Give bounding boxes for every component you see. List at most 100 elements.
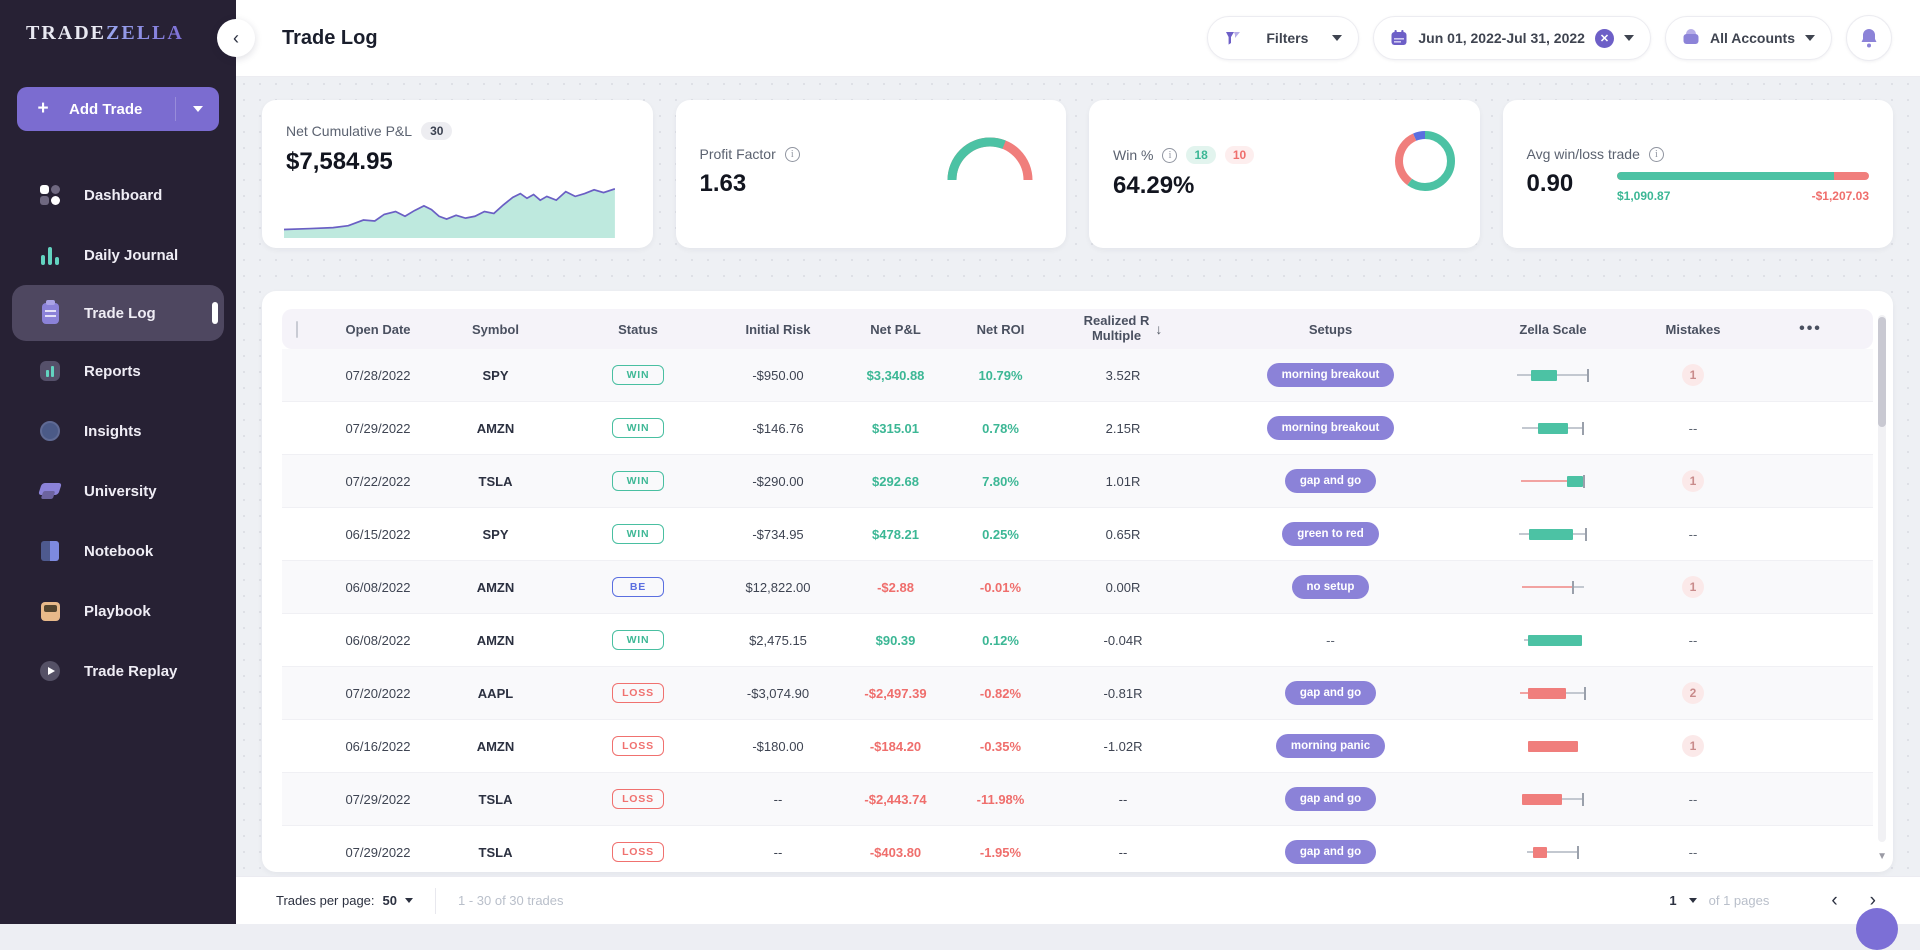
scrollbar-down-arrow[interactable]: ▼ (1877, 851, 1887, 862)
candle-tick (1577, 846, 1579, 859)
zella-scale-candle (1468, 846, 1638, 859)
candle-left-whisker (1521, 480, 1567, 482)
table-row[interactable]: 06/16/2022 AMZN LOSS -$180.00 -$184.20 -… (282, 720, 1873, 773)
table-row[interactable]: 07/29/2022 TSLA LOSS -- -$2,443.74 -11.9… (282, 773, 1873, 826)
table-row[interactable]: 07/29/2022 TSLA LOSS -- -$403.80 -1.95% … (282, 826, 1873, 872)
mistakes-badge: 1 (1682, 576, 1704, 598)
sidebar-item-notebook[interactable]: Notebook (0, 521, 236, 581)
per-page-value: 50 (383, 893, 397, 908)
info-icon[interactable]: i (1162, 148, 1177, 163)
sidebar-item-playbook[interactable]: Playbook (0, 581, 236, 641)
col-open-date[interactable]: Open Date (328, 322, 428, 337)
setup-tag[interactable]: no setup (1292, 575, 1370, 599)
current-page-value[interactable]: 1 (1669, 893, 1676, 908)
sidebar-item-label: Reports (84, 363, 141, 380)
table-row[interactable]: 07/22/2022 TSLA WIN -$290.00 $292.68 7.8… (282, 455, 1873, 508)
setup-tag[interactable]: morning panic (1276, 734, 1385, 758)
table-scrollbar[interactable] (1878, 315, 1886, 842)
candle-tick (1582, 793, 1584, 806)
prev-page-button[interactable]: ‹ (1821, 890, 1847, 912)
avg-win-loss-bar (1617, 172, 1869, 180)
col-zella-scale[interactable]: Zella Scale (1468, 322, 1638, 337)
status-badge: WIN (612, 630, 664, 650)
cell-initial-risk: -$950.00 (713, 368, 843, 383)
sidebar-item-trade-replay[interactable]: Trade Replay (0, 641, 236, 701)
per-page-control[interactable]: Trades per page: 50 (236, 893, 413, 908)
col-initial-risk[interactable]: Initial Risk (713, 322, 843, 337)
zella-scale-candle (1468, 528, 1638, 541)
cell-symbol: TSLA (428, 792, 563, 807)
setup-tag[interactable]: gap and go (1285, 681, 1376, 705)
setup-tag[interactable]: gap and go (1285, 840, 1376, 864)
add-trade-button[interactable]: + Add Trade (17, 87, 219, 131)
info-icon[interactable]: i (785, 147, 800, 162)
net-cumulative-pnl-card: Net Cumulative P&L 30 $7,584.95 (262, 100, 653, 248)
chevron-down-icon (193, 106, 203, 112)
top-controls: Filters Jun 01, 2022-Jul 31, 2022 ✕ All … (1207, 15, 1892, 61)
setup-tag[interactable]: -- (1326, 633, 1335, 648)
zella-scale-candle (1468, 369, 1638, 382)
candle-tick (1583, 475, 1585, 488)
col-net-pnl[interactable]: Net P&L (843, 322, 948, 337)
column-options-icon[interactable]: ••• (1748, 320, 1873, 338)
info-icon[interactable]: i (1649, 147, 1664, 162)
col-mistakes[interactable]: Mistakes (1638, 322, 1748, 337)
cell-r-multiple: -0.04R (1053, 633, 1193, 648)
candle-tick (1584, 687, 1586, 700)
sidebar-item-university[interactable]: University (0, 461, 236, 521)
sidebar-item-daily-journal[interactable]: Daily Journal (0, 225, 236, 285)
notifications-button[interactable] (1846, 15, 1892, 61)
col-net-roi[interactable]: Net ROI (948, 322, 1053, 337)
add-trade-label: Add Trade (69, 101, 175, 118)
playbook-icon (38, 599, 62, 623)
date-range-picker[interactable]: Jun 01, 2022-Jul 31, 2022 ✕ (1373, 16, 1651, 60)
col-setups[interactable]: Setups (1193, 322, 1468, 337)
sidebar-item-reports[interactable]: Reports (0, 341, 236, 401)
wallet-icon (1682, 29, 1700, 47)
chevron-down-icon[interactable] (1689, 898, 1697, 903)
stats-cards: Net Cumulative P&L 30 $7,584.95 Profit F… (262, 100, 1893, 248)
zella-scale-candle (1468, 793, 1638, 806)
filter-funnel-icon (1224, 29, 1242, 47)
setup-tag[interactable]: gap and go (1285, 787, 1376, 811)
setup-tag[interactable]: green to red (1282, 522, 1378, 546)
status-badge: LOSS (612, 842, 664, 862)
table-row[interactable]: 07/28/2022 SPY WIN -$950.00 $3,340.88 10… (282, 349, 1873, 402)
sidebar-item-label: Notebook (84, 543, 153, 560)
table-row[interactable]: 06/08/2022 AMZN WIN $2,475.15 $90.39 0.1… (282, 614, 1873, 667)
table-row[interactable]: 06/15/2022 SPY WIN -$734.95 $478.21 0.25… (282, 508, 1873, 561)
select-all-checkbox[interactable] (296, 321, 298, 338)
sidebar-collapse-button[interactable]: ‹ (217, 19, 255, 57)
col-realized-r-multiple[interactable]: Realized R Multiple ↓ (1053, 314, 1193, 344)
sidebar-item-insights[interactable]: Insights (0, 401, 236, 461)
col-status[interactable]: Status (563, 322, 713, 337)
table-row[interactable]: 06/08/2022 AMZN BE $12,822.00 -$2.88 -0.… (282, 561, 1873, 614)
sidebar-item-trade-log[interactable]: Trade Log (12, 285, 224, 341)
sort-descending-icon[interactable]: ↓ (1155, 321, 1162, 337)
clear-date-icon[interactable]: ✕ (1595, 29, 1614, 48)
cell-open-date: 07/22/2022 (328, 474, 428, 489)
sidebar-item-dashboard[interactable]: Dashboard (0, 165, 236, 225)
setup-tag[interactable]: gap and go (1285, 469, 1376, 493)
setup-tag[interactable]: morning breakout (1267, 363, 1395, 387)
filters-dropdown[interactable]: Filters (1207, 16, 1359, 60)
table-row[interactable]: 07/29/2022 AMZN WIN -$146.76 $315.01 0.7… (282, 402, 1873, 455)
table-row[interactable]: 07/20/2022 AAPL LOSS -$3,074.90 -$2,497.… (282, 667, 1873, 720)
add-trade-dropdown[interactable] (175, 97, 219, 121)
sidebar-nav: Dashboard Daily Journal Trade Log Report… (0, 165, 236, 701)
cell-net-pnl: -$184.20 (843, 739, 948, 754)
setup-tag[interactable]: morning breakout (1267, 416, 1395, 440)
cell-r-multiple: 1.01R (1053, 474, 1193, 489)
cell-initial-risk: -- (713, 845, 843, 860)
cell-r-multiple: 3.52R (1053, 368, 1193, 383)
col-symbol[interactable]: Symbol (428, 322, 563, 337)
candle-right-whisker (1568, 427, 1582, 429)
sidebar-item-label: Trade Replay (84, 663, 177, 680)
profit-factor-card: Profit Factor i 1.63 (676, 100, 1067, 248)
scrollbar-thumb[interactable] (1878, 317, 1886, 427)
cell-initial-risk: -$734.95 (713, 527, 843, 542)
cell-net-pnl: $3,340.88 (843, 368, 948, 383)
cell-initial-risk: -$146.76 (713, 421, 843, 436)
chat-bubble-button[interactable] (1856, 908, 1898, 950)
accounts-dropdown[interactable]: All Accounts (1665, 16, 1832, 60)
